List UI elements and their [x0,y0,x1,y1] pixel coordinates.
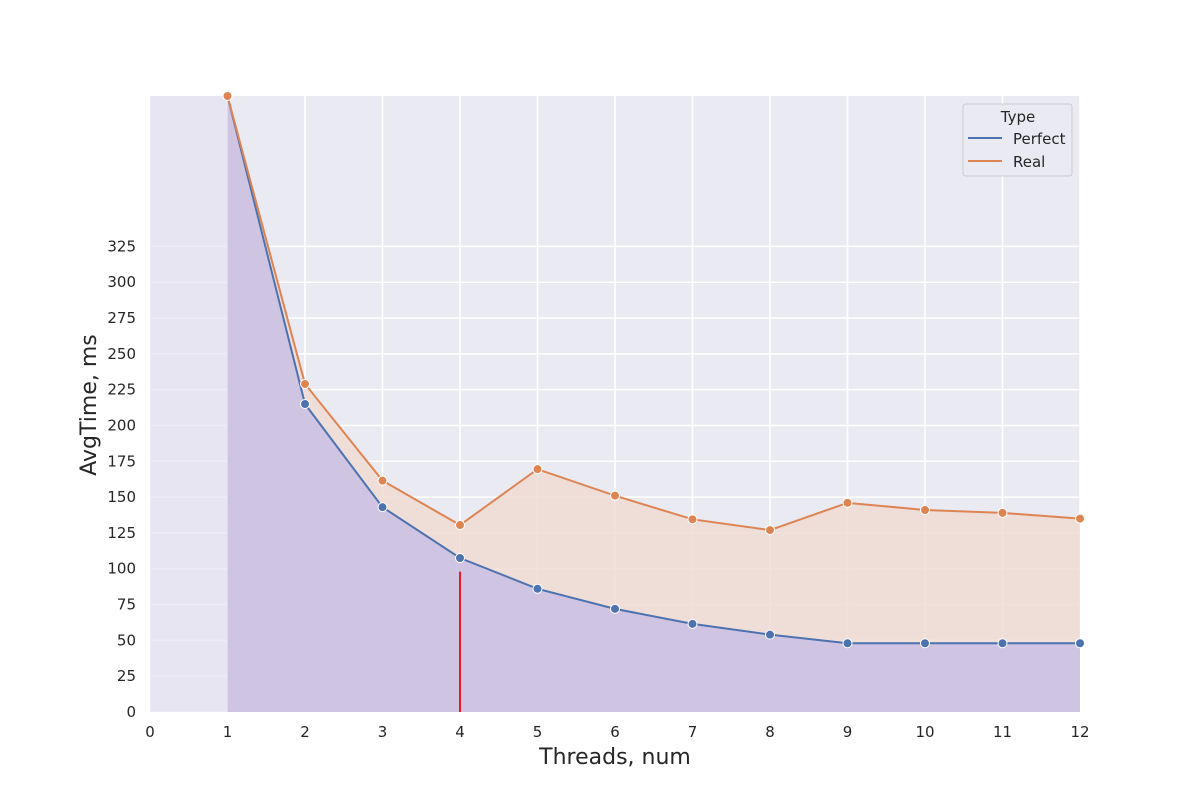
point-real-10 [920,505,930,516]
point-real-8 [765,525,775,536]
y-tick-label-100: 100 [107,560,136,578]
point-real-6 [610,490,620,501]
y-tick-label-300: 300 [107,273,136,291]
point-perfect-11 [997,638,1008,649]
x-tick-label-12: 12 [1070,723,1089,741]
x-tick-label-8: 8 [765,723,775,741]
line-real [226,95,1081,532]
y-tick-labels: 0 25 50 75 100 125 150 175 200 225 250 275 300 325 [107,237,136,721]
y-tick-label-225: 225 [107,381,136,399]
point-perfect-4 [455,553,465,563]
point-real-7 [687,514,698,525]
shaded-region [150,96,228,712]
y-tick-label-325: 325 [107,237,136,255]
y-tick-label-250: 250 [107,345,136,363]
x-axis-label: Threads, num [538,745,691,770]
point-perfect-12 [1075,638,1085,649]
x-tick-label-6: 6 [610,723,620,741]
legend-box [962,103,1073,177]
x-tick-label-5: 5 [533,723,543,741]
y-tick-label-150: 150 [107,488,136,506]
point-real-5 [532,464,543,475]
y-tick-label-0: 0 [126,703,136,721]
point-perfect-5 [532,583,543,594]
point-real-1 [222,91,233,101]
point-real-12 [1075,513,1085,524]
x-tick-label-10: 10 [915,723,934,741]
y-axis-label: AvgTime, ms [77,334,102,475]
point-perfect-3 [377,502,388,513]
y-tick-label-25: 25 [117,667,136,685]
legend-label-perfect: Perfect [1013,130,1066,148]
x-tick-label-0: 0 [145,723,155,741]
y-tick-label-50: 50 [117,631,136,649]
point-perfect-6 [610,603,620,614]
point-perfect-2 [300,399,310,409]
legend: Type Perfect Real [962,103,1073,177]
x-tick-label-4: 4 [455,723,465,741]
area-fills [150,96,1080,712]
series-markers [222,91,1085,649]
y-tick-label-275: 275 [107,309,136,327]
y-tick-label-75: 75 [117,596,136,614]
y-tick-label-200: 200 [107,416,136,434]
x-tick-label-7: 7 [688,723,698,741]
point-perfect-8 [765,629,775,640]
area-perfect [227,96,1080,712]
x-tick-label-3: 3 [378,723,388,741]
x-tick-labels: 0 1 2 3 4 5 6 7 8 9 10 11 12 [145,723,1089,741]
x-tick-label-2: 2 [300,723,310,741]
x-tick-label-11: 11 [993,723,1012,741]
point-perfect-10 [920,638,930,649]
point-real-2 [300,378,310,389]
point-real-3 [377,475,388,486]
legend-title: Type [1000,108,1035,126]
y-tick-label-125: 125 [107,524,136,542]
point-real-4 [455,520,465,531]
point-real-9 [842,497,853,508]
point-real-11 [997,507,1008,518]
line-perfect [226,95,1080,645]
legend-label-real: Real [1013,153,1045,171]
series-lines [226,95,1081,645]
x-tick-label-9: 9 [843,723,853,741]
x-tick-label-1: 1 [223,723,233,741]
point-perfect-9 [842,638,853,649]
point-perfect-7 [687,618,698,629]
y-tick-label-175: 175 [107,452,136,470]
